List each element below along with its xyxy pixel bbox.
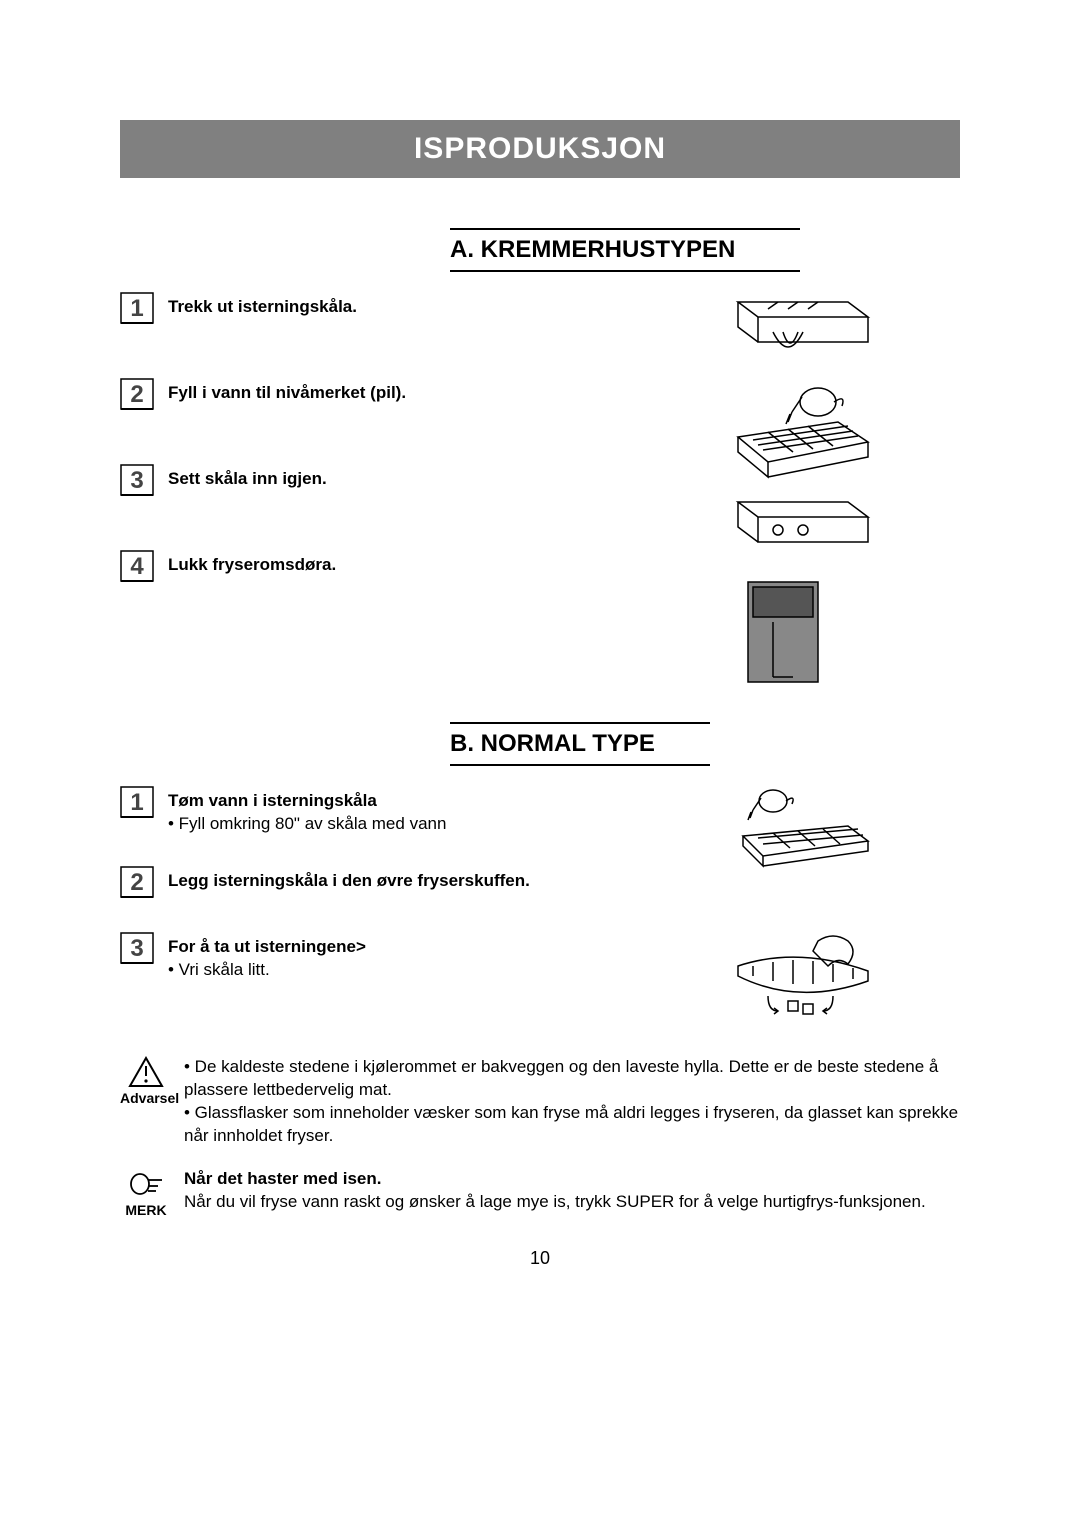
svg-text:2: 2 (130, 869, 143, 896)
svg-text:3: 3 (130, 935, 143, 962)
svg-text:3: 3 (130, 467, 143, 494)
step-b-3: 3 For å ta ut isterningene> • Vri skåla … (120, 932, 606, 982)
svg-text:2: 2 (130, 381, 143, 408)
section-b-content: 1 Tøm vann i isterningskåla • Fyll omkri… (120, 786, 960, 1026)
svg-text:1: 1 (130, 789, 143, 816)
step-number-icon: 1 (120, 292, 154, 328)
note-callout: MERK Når det haster med isen. Når du vil… (120, 1168, 960, 1218)
note-label: MERK (120, 1202, 172, 1218)
section-a-content: 1 Trekk ut isterningskåla. 2 Fyll i vann… (120, 292, 960, 692)
note-body: Når du vil fryse vann raskt og ønsker å … (184, 1191, 926, 1214)
step-a-3: 3 Sett skåla inn igjen. (120, 464, 606, 500)
warning-label: Advarsel (120, 1090, 172, 1106)
step-body: • Vri skåla litt. (168, 959, 366, 982)
warning-bullet: • Glassflasker som inneholder væsker som… (184, 1102, 960, 1148)
step-title: Trekk ut isterningskåla. (168, 296, 357, 319)
step-number-icon: 2 (120, 866, 154, 902)
warning-bullet: • De kaldeste stedene i kjølerommet er b… (184, 1056, 960, 1102)
illustration-pour-water (718, 382, 878, 482)
step-number-icon: 1 (120, 786, 154, 822)
warning-icon (128, 1056, 164, 1088)
step-a-4: 4 Lukk fryseromsdøra. (120, 550, 606, 586)
illustration-pour-tray (718, 786, 878, 876)
section-b-heading: B. NORMAL TYPE (450, 722, 710, 766)
page-title: ISPRODUKSJON (120, 120, 960, 178)
step-b-2: 2 Legg isterningskåla i den øvre frysers… (120, 866, 606, 902)
step-number-icon: 3 (120, 932, 154, 968)
step-a-2: 2 Fyll i vann til nivåmerket (pil). (120, 378, 606, 414)
note-title: Når det haster med isen. (184, 1168, 926, 1191)
illustration-close-door (718, 572, 878, 692)
illustration-drawer-open (718, 292, 878, 372)
hand-point-icon (128, 1168, 164, 1200)
step-number-icon: 2 (120, 378, 154, 414)
step-title: Tøm vann i isterningskåla (168, 790, 446, 813)
step-number-icon: 3 (120, 464, 154, 500)
illustration-twist-tray (718, 926, 878, 1026)
page-number: 10 (120, 1248, 960, 1269)
warning-callout: Advarsel • De kaldeste stedene i kjølero… (120, 1056, 960, 1148)
step-a-1: 1 Trekk ut isterningskåla. (120, 292, 606, 328)
step-title: For å ta ut isterningene> (168, 936, 366, 959)
step-b-1: 1 Tøm vann i isterningskåla • Fyll omkri… (120, 786, 606, 836)
section-a-heading: A. KREMMERHUSTYPEN (450, 228, 800, 272)
svg-text:1: 1 (130, 295, 143, 322)
step-title: Lukk fryseromsdøra. (168, 554, 336, 577)
step-number-icon: 4 (120, 550, 154, 586)
illustration-insert-tray (718, 492, 878, 562)
svg-text:4: 4 (130, 553, 144, 580)
step-title: Fyll i vann til nivåmerket (pil). (168, 382, 406, 405)
step-title: Sett skåla inn igjen. (168, 468, 327, 491)
step-body: • Fyll omkring 80" av skåla med vann (168, 813, 446, 836)
step-title: Legg isterningskåla i den øvre frysersku… (168, 870, 530, 893)
